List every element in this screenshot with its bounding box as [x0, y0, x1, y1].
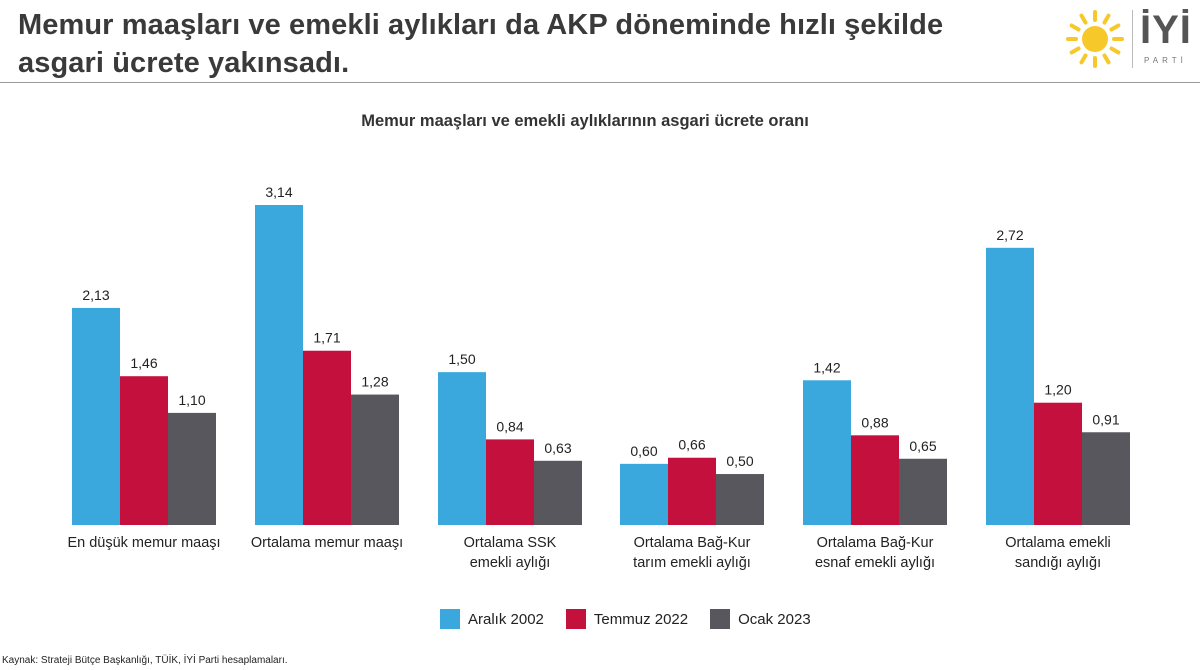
bar — [255, 205, 303, 525]
source-note: Kaynak: Strateji Bütçe Başkanlığı, TÜİK,… — [2, 655, 288, 666]
page-title: Memur maaşları ve emekli aylıkları da AK… — [18, 6, 1018, 82]
sun-icon — [1066, 10, 1124, 68]
sun-ray — [1069, 23, 1081, 32]
data-label: 1,42 — [813, 359, 840, 375]
legend-item-aralik-2002: Aralık 2002 — [440, 609, 544, 629]
bar — [1034, 402, 1082, 525]
chart-title: Memur maaşları ve emekli aylıklarının as… — [361, 112, 809, 130]
bar — [120, 376, 168, 525]
bar — [303, 350, 351, 525]
bar — [438, 372, 486, 525]
data-label: 0,50 — [726, 453, 753, 469]
header-divider — [0, 82, 1200, 83]
legend-swatch — [710, 609, 731, 629]
bar — [986, 247, 1034, 525]
sun-ray — [1102, 53, 1111, 65]
bar — [716, 474, 764, 525]
bar — [620, 463, 668, 525]
legend-label: Temmuz 2022 — [593, 610, 689, 628]
legend-swatch — [440, 609, 460, 629]
data-label: 1,10 — [178, 392, 205, 408]
logo-divider — [1132, 10, 1133, 68]
data-label: 0,60 — [630, 443, 657, 459]
bar — [668, 457, 716, 525]
data-label: 0,66 — [678, 437, 705, 453]
data-label: 1,71 — [313, 330, 340, 346]
category-label: Ortalama Bağ-Kur — [817, 535, 934, 551]
bar — [486, 439, 534, 525]
data-label: 0,84 — [496, 418, 523, 434]
iyi-parti-logo: İYİ PARTİ — [1062, 6, 1192, 72]
bar — [534, 460, 582, 525]
category-label: esnaf emekli aylığı — [815, 555, 935, 571]
bar — [168, 412, 216, 525]
page-title-line-1: Memur maaşları ve emekli aylıkları da AK… — [18, 9, 944, 41]
category-label: emekli aylığı — [470, 555, 551, 571]
data-label: 1,46 — [130, 355, 157, 371]
data-label: 2,72 — [996, 227, 1023, 243]
data-label: 1,20 — [1044, 382, 1071, 398]
chart-legend: Aralık 2002 Temmuz 2022 Ocak 2023 — [440, 608, 833, 630]
legend-label: Aralık 2002 — [468, 610, 544, 628]
bar — [1082, 432, 1130, 525]
bar — [72, 307, 120, 525]
sun-ray — [1079, 53, 1088, 65]
category-label: Ortalama memur maaşı — [251, 535, 403, 551]
legend-swatch — [565, 609, 586, 629]
logo-wordmark: İYİ — [1140, 8, 1192, 52]
bar — [899, 458, 947, 525]
bar — [803, 380, 851, 525]
legend-label: Ocak 2023 — [738, 610, 811, 628]
category-label: tarım emekli aylığı — [633, 555, 751, 571]
category-label: sandığı aylığı — [1015, 555, 1101, 571]
bar-chart: 2,13 1,46 1,10 En düşük memur maaşı 3,14 1,71… — [67, 184, 1130, 571]
category-label: Ortalama emekli — [1005, 535, 1111, 551]
data-label: 1,50 — [448, 351, 475, 367]
logo-subtitle: PARTİ — [1144, 56, 1187, 65]
bar — [351, 394, 399, 525]
sun-ray — [1079, 13, 1088, 25]
page-title-line-2: asgari ücrete yakınsadı. — [18, 47, 350, 79]
sun-ray — [1102, 13, 1111, 25]
data-label: 1,28 — [361, 374, 388, 390]
bar — [851, 435, 899, 525]
data-label: 2,13 — [82, 287, 109, 303]
category-label: Ortalama SSK — [464, 535, 557, 551]
category-label: En düşük memur maaşı — [67, 535, 220, 551]
sun-ray — [1109, 46, 1121, 55]
legend-item-ocak-2023: Ocak 2023 — [710, 609, 811, 629]
data-label: 0,91 — [1092, 411, 1119, 427]
data-label: 0,65 — [909, 438, 936, 454]
sun-ray — [1109, 23, 1121, 32]
category-label: Ortalama Bağ-Kur — [634, 535, 751, 551]
data-label: 0,88 — [861, 414, 888, 430]
sun-ray — [1069, 46, 1081, 55]
header: Memur maaşları ve emekli aylıkları da AK… — [0, 0, 1200, 82]
legend-item-temmuz-2022: Temmuz 2022 — [565, 609, 689, 629]
data-label: 0,63 — [544, 440, 571, 456]
data-label: 3,14 — [265, 184, 292, 200]
